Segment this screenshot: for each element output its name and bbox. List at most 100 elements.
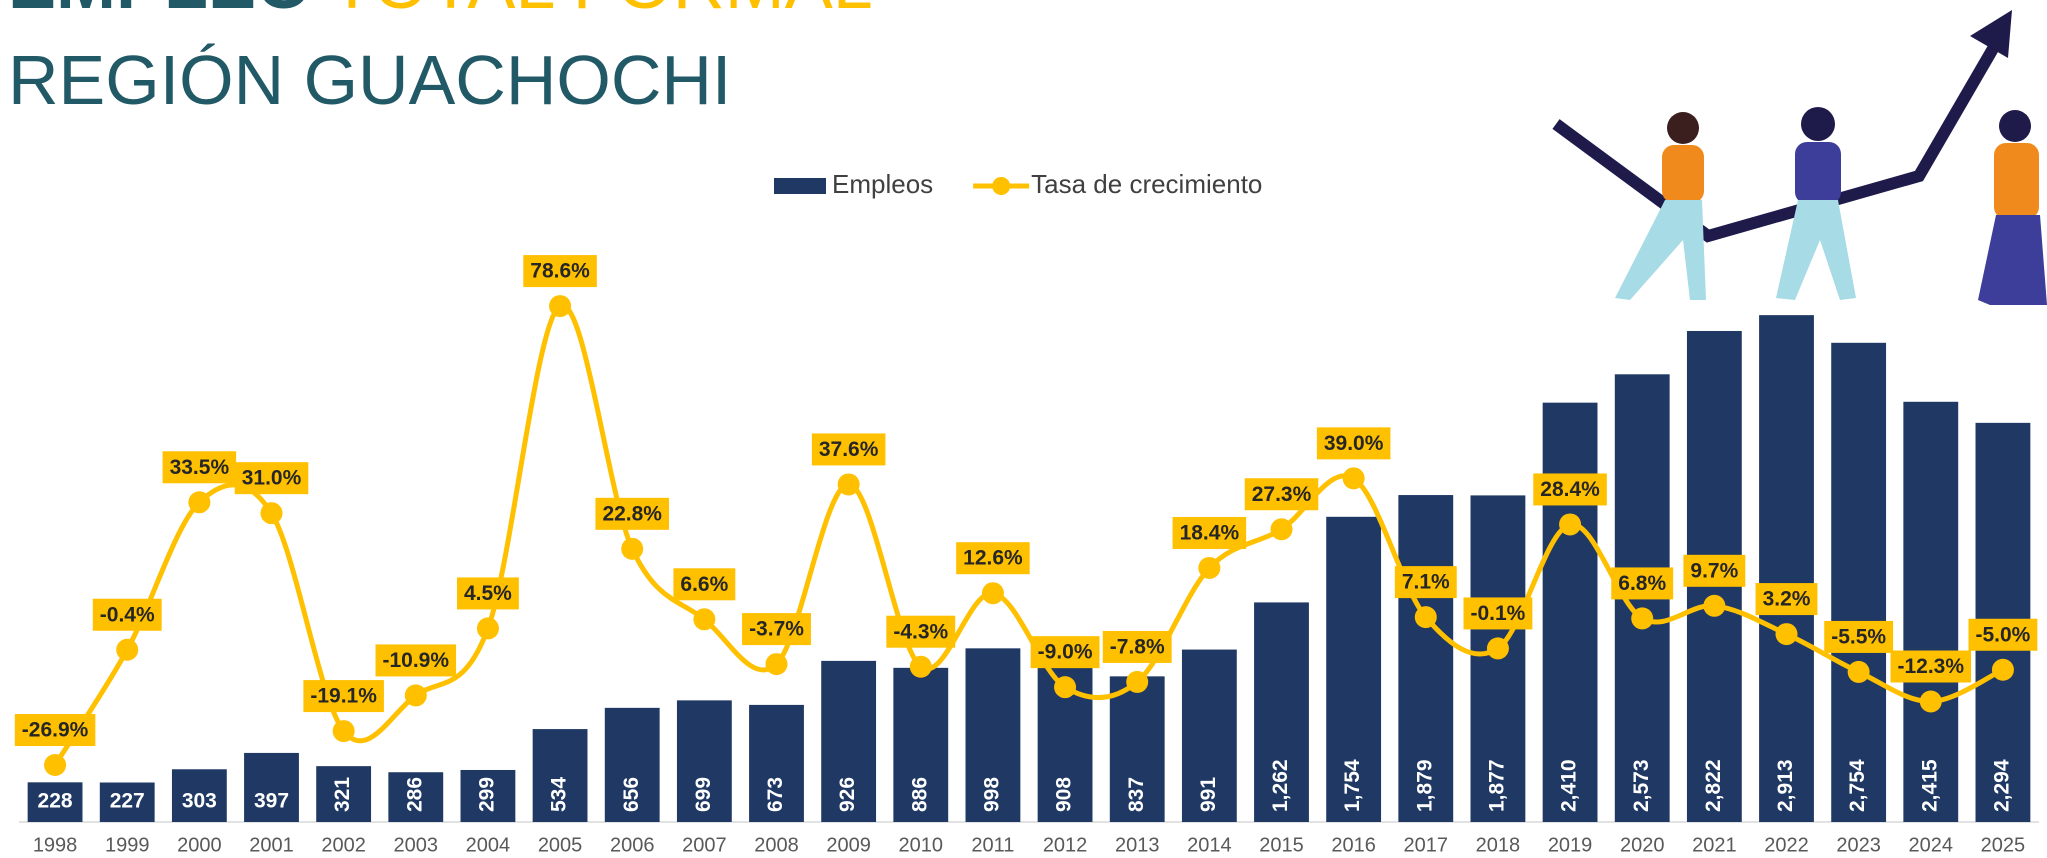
person-body xyxy=(1994,143,2039,219)
point xyxy=(332,720,355,743)
label-box xyxy=(92,598,162,631)
line-label: 6.6% xyxy=(680,573,728,596)
bar xyxy=(676,700,732,822)
bar xyxy=(244,752,299,822)
label-box xyxy=(1824,620,1894,653)
person-legs xyxy=(1978,215,2047,305)
bar-label: 837 xyxy=(1125,777,1148,812)
person-head xyxy=(1667,112,1699,144)
x-tick-label: 2022 xyxy=(1764,834,1809,856)
bar-label: 1,262 xyxy=(1269,759,1292,812)
person-head xyxy=(1801,107,1835,141)
point xyxy=(693,608,716,631)
point xyxy=(837,473,860,496)
label-box xyxy=(1755,583,1818,616)
bar xyxy=(749,704,804,822)
line-label: -0.4% xyxy=(100,603,155,626)
line-label: 18.4% xyxy=(1180,522,1240,545)
arrow-head xyxy=(1970,10,2012,58)
bar-label: 286 xyxy=(403,777,426,812)
label-box xyxy=(523,255,597,288)
x-tick-label: 2010 xyxy=(899,834,944,856)
bar-label: 1,754 xyxy=(1341,759,1364,812)
line-label: -5.5% xyxy=(1831,625,1886,648)
x-tick-label: 2015 xyxy=(1259,834,1304,856)
point xyxy=(981,582,1004,605)
point xyxy=(909,655,932,678)
arrow xyxy=(1552,36,2004,243)
x-tick-label: 2004 xyxy=(466,834,511,856)
label-box xyxy=(595,497,669,530)
point xyxy=(1054,676,1077,699)
person-head xyxy=(1999,110,2031,142)
line-label: 28.4% xyxy=(1540,478,1600,501)
x-tick-label: 2023 xyxy=(1836,834,1881,856)
x-tick-label: 2018 xyxy=(1476,834,1521,856)
bar-label: 998 xyxy=(980,777,1003,812)
x-tick-label: 2020 xyxy=(1620,834,1665,856)
x-tick-label: 2024 xyxy=(1909,834,1954,856)
bar xyxy=(460,769,516,822)
line-label: 78.6% xyxy=(530,260,590,283)
point xyxy=(1198,556,1221,579)
label-box xyxy=(1394,566,1457,599)
bar-label: 991 xyxy=(1197,777,1220,812)
label-box xyxy=(1683,554,1746,587)
legend-swatch xyxy=(774,178,826,194)
line-label: -19.1% xyxy=(310,685,377,708)
bar xyxy=(1109,676,1165,822)
label-box xyxy=(1890,650,1972,683)
person-legs xyxy=(1615,200,1706,300)
bar-label: 699 xyxy=(692,777,715,812)
line-label: 4.5% xyxy=(464,582,512,605)
point xyxy=(765,653,788,676)
bar xyxy=(1542,402,1598,822)
point xyxy=(1919,690,1942,713)
bar-label: 321 xyxy=(331,777,354,812)
bar xyxy=(1903,401,1959,822)
point xyxy=(1270,518,1293,541)
bar-label: 926 xyxy=(836,777,859,812)
line-label: 7.1% xyxy=(1402,571,1450,594)
bar xyxy=(532,729,588,822)
point xyxy=(260,502,283,525)
bar-label: 2,415 xyxy=(1918,759,1941,812)
label-box xyxy=(673,568,736,601)
point xyxy=(44,754,67,777)
label-box xyxy=(1463,597,1533,630)
bar xyxy=(1181,649,1237,822)
bar-label: 2,573 xyxy=(1630,759,1653,812)
bar xyxy=(171,769,227,822)
point xyxy=(549,295,572,318)
point xyxy=(1775,623,1798,646)
bar xyxy=(316,766,372,822)
line-label: -4.3% xyxy=(893,620,948,643)
line-label: 39.0% xyxy=(1324,432,1384,455)
line-label: 27.3% xyxy=(1252,483,1312,506)
title-light: TOTAL FORMAL xyxy=(330,0,873,24)
label-box xyxy=(886,615,956,648)
point xyxy=(1342,467,1365,490)
bar xyxy=(821,660,877,822)
label-box xyxy=(162,451,237,484)
label-box xyxy=(956,542,1030,575)
point xyxy=(1486,637,1509,660)
bar-label: 2,822 xyxy=(1702,759,1725,812)
line-label: 6.8% xyxy=(1618,572,1666,595)
legend: Empleos Tasa de crecimiento xyxy=(774,169,1262,199)
bar-label: 656 xyxy=(620,777,643,812)
line-label: -12.3% xyxy=(1898,655,1965,678)
x-tick-label: 2017 xyxy=(1404,834,1449,856)
bar xyxy=(1326,516,1382,822)
line-label: 12.6% xyxy=(963,547,1023,570)
bar-label: 534 xyxy=(548,777,571,812)
x-tick-label: 2008 xyxy=(754,834,799,856)
label-box xyxy=(1030,636,1100,669)
bar-label: 228 xyxy=(38,790,73,813)
x-tick-label: 2019 xyxy=(1548,834,1593,856)
bar-label: 227 xyxy=(110,790,145,813)
line-label: 33.5% xyxy=(170,456,230,479)
x-tick-label: 2021 xyxy=(1692,834,1737,856)
x-tick-label: 2006 xyxy=(610,834,655,856)
bar-label: 303 xyxy=(182,790,217,813)
